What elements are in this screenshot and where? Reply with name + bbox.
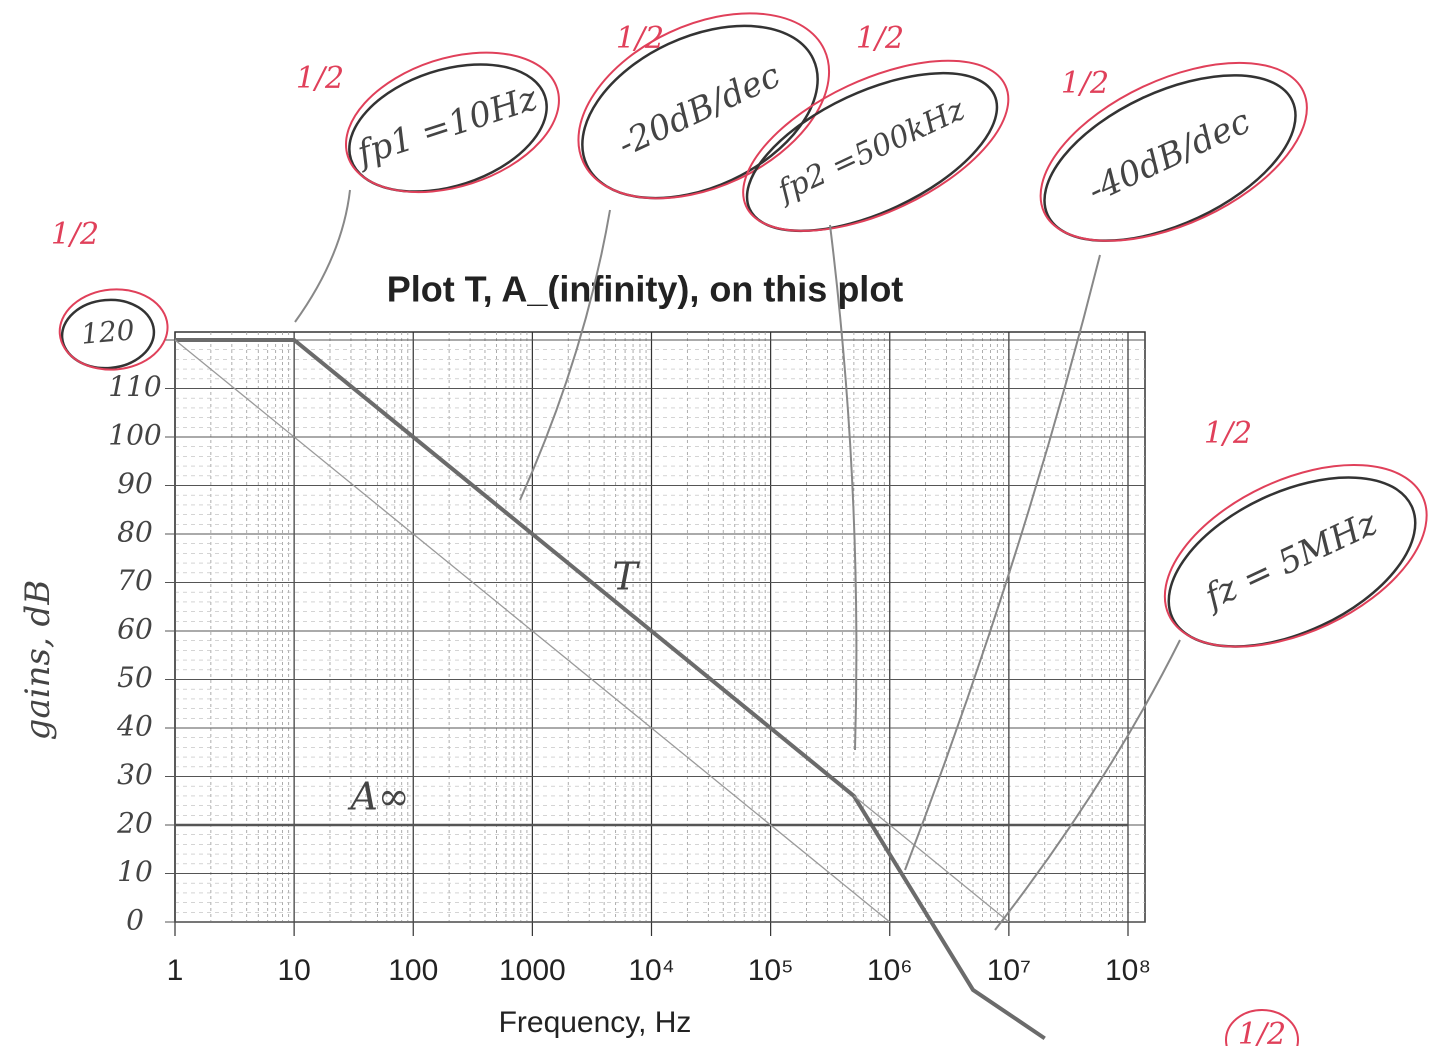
annotation: fp2 =500kHz — [771, 92, 970, 210]
x-tick-label: 10⁸ — [1105, 954, 1151, 987]
x-tick-label: 1000 — [499, 954, 566, 987]
series-line — [854, 796, 1009, 922]
annotation-leader — [995, 640, 1180, 930]
x-tick-label: 10⁶ — [867, 954, 913, 987]
y-tick-label: 90 — [117, 467, 153, 500]
annotation-leader — [295, 190, 350, 322]
score: 1/2 — [296, 61, 344, 96]
series-label: T — [612, 555, 640, 599]
y-tick-label: 70 — [117, 564, 153, 597]
y-tick-label: 40 — [116, 710, 153, 743]
score: 1/2 — [856, 21, 904, 56]
series-label: A∞ — [347, 775, 409, 819]
x-tick-label: 10⁵ — [748, 954, 794, 987]
x-tick-label: 10⁴ — [628, 954, 674, 987]
score: 1/2 — [1061, 66, 1109, 101]
y-tick-label: 0 — [126, 904, 144, 937]
y-tick-label: 30 — [117, 758, 153, 791]
x-tick-label: 100 — [388, 954, 438, 987]
annotation-leader — [520, 210, 610, 500]
x-tick-label: 10⁷ — [987, 954, 1031, 987]
y-tick-label: 60 — [117, 613, 153, 646]
y-tick-label: 20 — [116, 807, 153, 840]
plot-frame — [175, 332, 1145, 922]
annotation: fp1 =10Hz — [350, 78, 543, 175]
x-tick-label: 1 — [167, 954, 184, 987]
score: 1/2 — [1204, 416, 1252, 451]
x-tick-label: 10 — [277, 954, 310, 987]
annotation: 120 — [80, 313, 136, 351]
x-axis-label: Frequency, Hz — [499, 1006, 692, 1039]
y-axis-label: gains, dB — [18, 580, 58, 741]
annotation-leader — [905, 255, 1100, 870]
y-tick-label: 100 — [108, 419, 161, 452]
y-tick-label: 50 — [117, 661, 153, 694]
chart: Plot T, A_(infinity), on this plot Frequ… — [0, 0, 1437, 1046]
score: 1/2 — [51, 217, 99, 252]
chart-title: Plot T, A_(infinity), on this plot — [387, 269, 904, 310]
y-tick-label: 10 — [117, 855, 153, 888]
score: 1/2 — [1238, 1017, 1286, 1046]
y-tick-label: 110 — [108, 370, 161, 403]
annotation: -20dB/dec — [612, 55, 787, 165]
y-tick-label: 80 — [117, 516, 153, 549]
score: 1/2 — [616, 21, 664, 56]
